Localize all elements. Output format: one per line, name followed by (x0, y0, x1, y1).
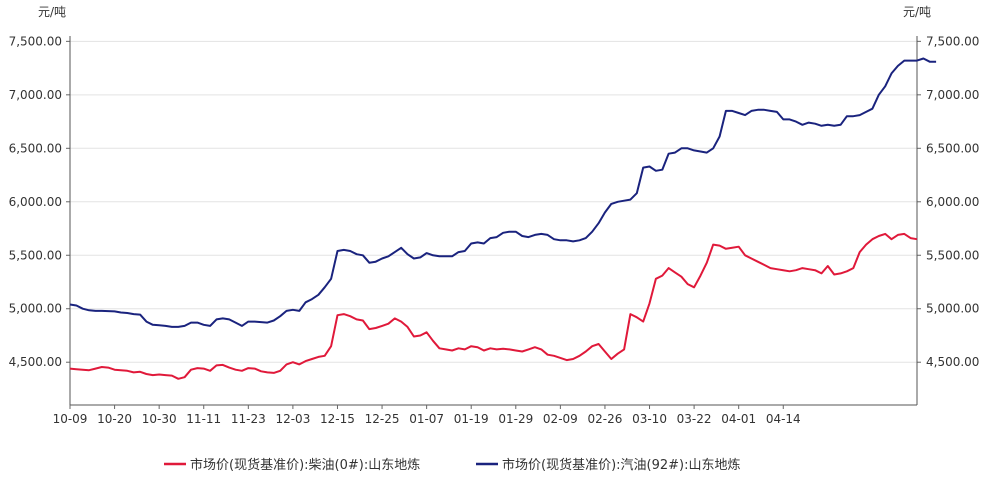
y-axis-left-labels: 4,500.00 5,000.00 5,500.00 6,000.00 6,500.00… (9, 34, 62, 369)
y-axis-unit-right: 元/吨 (903, 5, 931, 19)
x-tick-label: 01-29 (498, 412, 533, 426)
x-tick-label: 11-23 (231, 412, 266, 426)
x-tick-label: 02-26 (588, 412, 623, 426)
series-line-2 (69, 57, 937, 328)
y-axis-right-labels: 4,500.00 5,000.00 5,500.00 6,000.00 6,500.00… (926, 34, 979, 369)
y-axis-unit-left: 元/吨 (38, 5, 66, 19)
y-tick-label-left: 5,500.00 (9, 248, 62, 262)
gridlines (70, 40, 917, 363)
x-tick-label: 12-15 (320, 412, 355, 426)
axes (66, 36, 921, 409)
x-axis-labels: 10-09 10-20 10-30 11-11 11-23 12-03 12-15 12-25… (53, 412, 801, 426)
y-tick-label-left: 7,500.00 (9, 34, 62, 48)
x-tick-label: 10-09 (53, 412, 88, 426)
x-tick-label: 04-01 (721, 412, 756, 426)
x-tick-label: 10-20 (97, 412, 132, 426)
x-tick-label: 01-19 (454, 412, 489, 426)
y-tick-label-right: 7,500.00 (926, 34, 979, 48)
x-tick-label: 02-09 (543, 412, 578, 426)
y-tick-label-left: 4,500.00 (9, 355, 62, 369)
y-tick-label-left: 6,000.00 (9, 195, 62, 209)
legend-label-1: 市场价(现货基准价):柴油(0#):山东地炼 (190, 457, 420, 473)
legend-label-2: 市场价(现货基准价):汽油(92#):山东地炼 (502, 457, 740, 473)
y-tick-label-right: 7,000.00 (926, 88, 979, 102)
x-tick-label: 04-14 (766, 412, 801, 426)
series-line-1 (69, 232, 918, 380)
x-tick-label: 03-10 (632, 412, 667, 426)
y-tick-label-left: 7,000.00 (9, 88, 62, 102)
y-tick-label-right: 6,000.00 (926, 195, 979, 209)
y-tick-label-right: 4,500.00 (926, 355, 979, 369)
x-tick-label: 12-03 (275, 412, 310, 426)
y-tick-label-left: 6,500.00 (9, 141, 62, 155)
x-tick-label: 12-25 (365, 412, 400, 426)
x-tick-label: 03-22 (677, 412, 712, 426)
series-group (69, 57, 937, 380)
x-tick-label: 10-30 (142, 412, 177, 426)
x-tick-label: 01-07 (409, 412, 444, 426)
x-tick-label: 11-11 (186, 412, 221, 426)
legend: 市场价(现货基准价):柴油(0#):山东地炼 市场价(现货基准价):汽油(92#)… (164, 457, 740, 473)
y-tick-label-right: 6,500.00 (926, 141, 979, 155)
y-tick-label-right: 5,500.00 (926, 248, 979, 262)
y-tick-label-left: 5,000.00 (9, 302, 62, 316)
y-tick-label-right: 5,000.00 (926, 302, 979, 316)
